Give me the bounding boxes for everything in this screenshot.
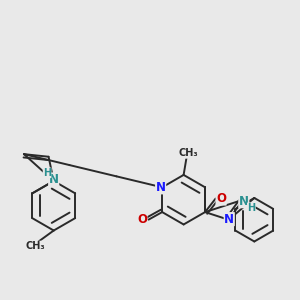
Text: CH₃: CH₃ xyxy=(178,148,198,158)
Text: N: N xyxy=(224,213,234,226)
Text: CH₃: CH₃ xyxy=(26,241,45,251)
Text: O: O xyxy=(216,192,226,205)
Text: —: — xyxy=(34,240,40,245)
Text: O: O xyxy=(137,213,147,226)
Text: N: N xyxy=(239,195,249,208)
Text: H: H xyxy=(247,203,255,213)
Text: N: N xyxy=(49,173,59,186)
Text: N: N xyxy=(156,181,166,194)
Text: H: H xyxy=(43,168,51,178)
